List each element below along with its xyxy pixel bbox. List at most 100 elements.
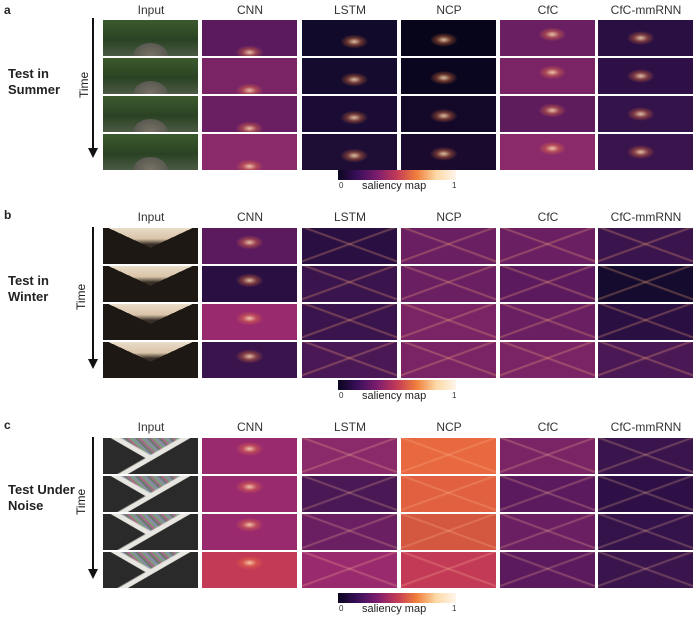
panel-title-line2: Winter (8, 289, 49, 304)
input-frame (103, 514, 198, 550)
colorbar-max: 1 (452, 391, 457, 400)
saliency-map (500, 58, 595, 94)
input-frame (103, 96, 198, 132)
colorbar (338, 380, 456, 390)
col-header-input: Input (137, 3, 165, 17)
col-header-ncp: NCP (436, 3, 462, 17)
colorbar (338, 593, 456, 603)
input-frame (103, 228, 198, 264)
saliency-map (401, 342, 496, 378)
colorbar-min: 0 (339, 604, 344, 613)
saliency-map (598, 476, 693, 512)
saliency-map (302, 96, 397, 132)
col-header-ncp: NCP (436, 420, 462, 434)
colorbar-min: 0 (339, 391, 344, 400)
saliency-map (302, 134, 397, 170)
panel-letter: a (4, 3, 11, 17)
saliency-map (401, 304, 496, 340)
col-header-lstm: LSTM (333, 3, 366, 17)
input-frame (103, 304, 198, 340)
panel-letter: c (4, 418, 11, 432)
saliency-map (500, 552, 595, 588)
panel-title-line2: Summer (8, 82, 61, 97)
saliency-map (598, 96, 693, 132)
saliency-map (500, 96, 595, 132)
saliency-map (401, 514, 496, 550)
saliency-map (302, 514, 397, 550)
saliency-map (302, 304, 397, 340)
input-frame (103, 342, 198, 378)
saliency-map (500, 342, 595, 378)
saliency-map (302, 58, 397, 94)
panel-title-line2: Noise (8, 498, 44, 513)
col-header-ncp: NCP (436, 210, 462, 224)
saliency-map (598, 552, 693, 588)
saliency-map (598, 342, 693, 378)
saliency-map (500, 134, 595, 170)
saliency-map (202, 266, 297, 302)
colorbar-max: 1 (452, 181, 457, 190)
panel-title-line1: Test in (8, 66, 49, 81)
colorbar-min: 0 (339, 181, 344, 190)
col-header-input: Input (137, 420, 165, 434)
time-label: Time (74, 283, 88, 310)
time-label: Time (74, 488, 88, 515)
saliency-map (598, 134, 693, 170)
input-frame (103, 20, 198, 56)
col-header-lstm: LSTM (333, 420, 366, 434)
col-header-cnn: CNN (237, 210, 263, 224)
saliency-map (202, 134, 297, 170)
time-arrowhead (88, 148, 98, 158)
time-arrowhead (88, 569, 98, 579)
input-frame (103, 58, 198, 94)
col-header-cfc: CfC (537, 210, 559, 224)
time-label: Time (77, 71, 91, 98)
col-header-cfc-mmrnn: CfC-mmRNN (610, 420, 682, 434)
saliency-map (598, 438, 693, 474)
saliency-map (401, 266, 496, 302)
saliency-map (401, 58, 496, 94)
col-header-cnn: CNN (237, 420, 263, 434)
saliency-map (302, 438, 397, 474)
saliency-map (500, 514, 595, 550)
input-frame (103, 438, 198, 474)
colorbar-label: saliency map (362, 180, 427, 192)
time-arrow (92, 437, 94, 569)
panel-title: Test in Summer (8, 66, 88, 98)
panel-c: c Test Under Noise Time Input CNN LSTM N… (0, 415, 698, 619)
saliency-map (302, 20, 397, 56)
colorbar-label: saliency map (362, 603, 427, 615)
saliency-map (302, 342, 397, 378)
panel-title: Test in Winter (8, 273, 88, 305)
input-frame (103, 476, 198, 512)
saliency-map (202, 228, 297, 264)
saliency-map (500, 228, 595, 264)
col-header-cnn: CNN (237, 3, 263, 17)
col-header-cfc: CfC (537, 420, 559, 434)
saliency-map (500, 266, 595, 302)
panel-title: Test Under Noise (8, 482, 88, 514)
saliency-map (401, 552, 496, 588)
col-header-cfc-mmrnn: CfC-mmRNN (610, 3, 682, 17)
saliency-map (500, 438, 595, 474)
saliency-map (302, 228, 397, 264)
panel-title-line1: Test in (8, 273, 49, 288)
saliency-map (202, 438, 297, 474)
saliency-map (401, 228, 496, 264)
colorbar-max: 1 (452, 604, 457, 613)
saliency-map (500, 20, 595, 56)
saliency-map (202, 96, 297, 132)
saliency-map (202, 20, 297, 56)
saliency-map (202, 342, 297, 378)
panel-letter: b (4, 208, 12, 222)
colorbar (338, 170, 456, 180)
saliency-map (202, 476, 297, 512)
panel-a: a Test in Summer Time Input CNN LSTM NCP… (0, 0, 698, 195)
saliency-map (598, 58, 693, 94)
saliency-map (202, 514, 297, 550)
saliency-map (401, 134, 496, 170)
time-arrow (92, 227, 94, 359)
saliency-map (598, 514, 693, 550)
saliency-map (500, 304, 595, 340)
input-frame (103, 552, 198, 588)
